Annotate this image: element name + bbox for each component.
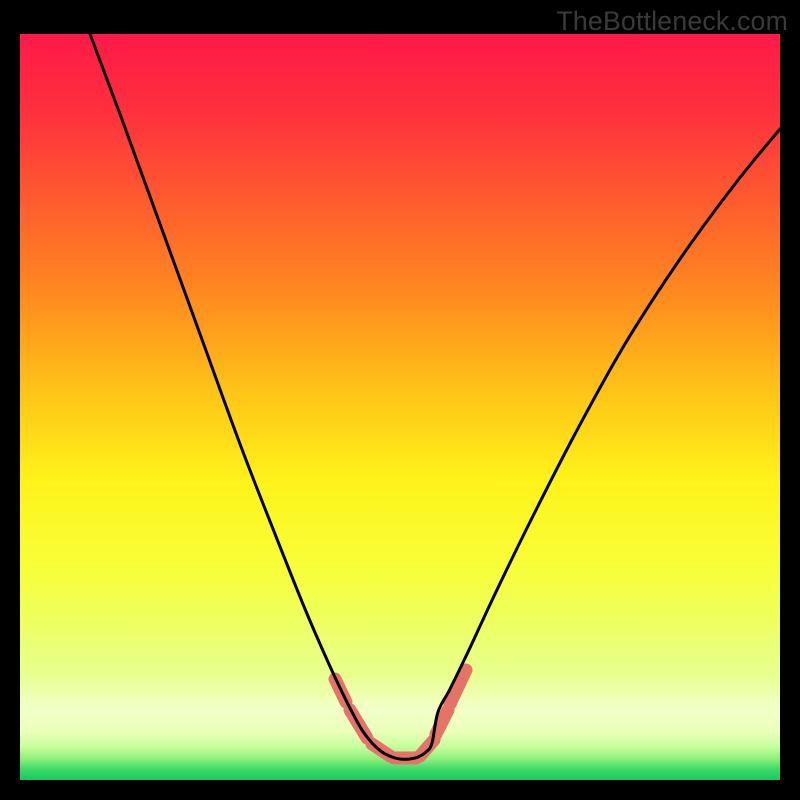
chart-svg [0,0,800,800]
plot-area [20,34,780,780]
watermark-text: TheBottleneck.com [556,6,788,37]
stage: TheBottleneck.com [0,0,800,800]
